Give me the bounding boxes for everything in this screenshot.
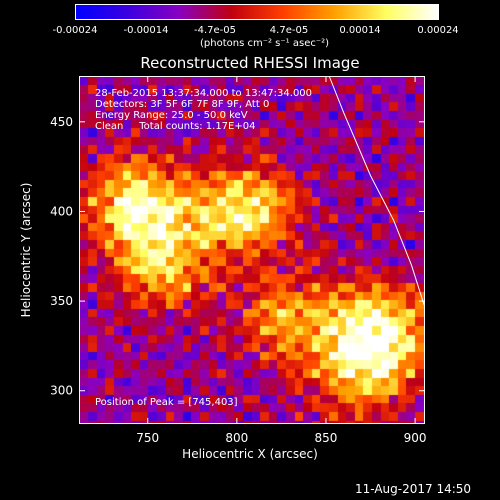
peak-position-label: Position of Peak = [745,403] — [95, 397, 238, 408]
chart-title: Reconstructed RHESSI Image — [140, 54, 360, 72]
x-axis-label: Heliocentric X (arcsec) — [182, 447, 318, 461]
plot-area: 28-Feb-2015 13:37:34.000 to 13:47:34.000… — [79, 76, 425, 424]
timestamp-footer: 11-Aug-2017 14:50 — [355, 482, 472, 496]
x-tick-label: 750 — [136, 431, 159, 445]
colorbar-tick-label: 4.7e-05 — [269, 25, 309, 36]
solar-limb-curve — [329, 77, 424, 305]
colorbar — [75, 4, 439, 20]
colorbar-tick-label: 0.00024 — [417, 25, 459, 36]
info-line-time: 28-Feb-2015 13:37:34.000 to 13:47:34.000 — [95, 88, 313, 99]
y-tick-label: 450 — [50, 115, 73, 129]
info-line-counts: Clean Total counts: 1.17E+04 — [95, 121, 256, 132]
y-tick-label: 300 — [50, 384, 73, 398]
y-axis-label: Heliocentric Y (arcsec) — [19, 182, 33, 318]
x-tick-label: 800 — [225, 431, 248, 445]
x-tick-label: 850 — [315, 431, 338, 445]
colorbar-unit-label: (photons cm⁻² s⁻¹ asec⁻²) — [200, 38, 330, 49]
x-tick-label: 900 — [404, 431, 427, 445]
y-tick-label: 400 — [50, 204, 73, 218]
y-tick-label: 350 — [50, 294, 73, 308]
colorbar-tick-label: -0.00024 — [52, 25, 98, 36]
limb-line — [329, 77, 424, 305]
colorbar-tick-label: -4.7e-05 — [194, 25, 236, 36]
heatmap-image — [80, 77, 424, 423]
colorbar-tick-label: -0.00014 — [123, 25, 169, 36]
info-line-energy: Energy Range: 25.0 - 50.0 keV — [95, 110, 248, 121]
colorbar-tick-label: 0.00014 — [339, 25, 381, 36]
info-line-detectors: Detectors: 3F 5F 6F 7F 8F 9F, Att 0 — [95, 99, 270, 110]
